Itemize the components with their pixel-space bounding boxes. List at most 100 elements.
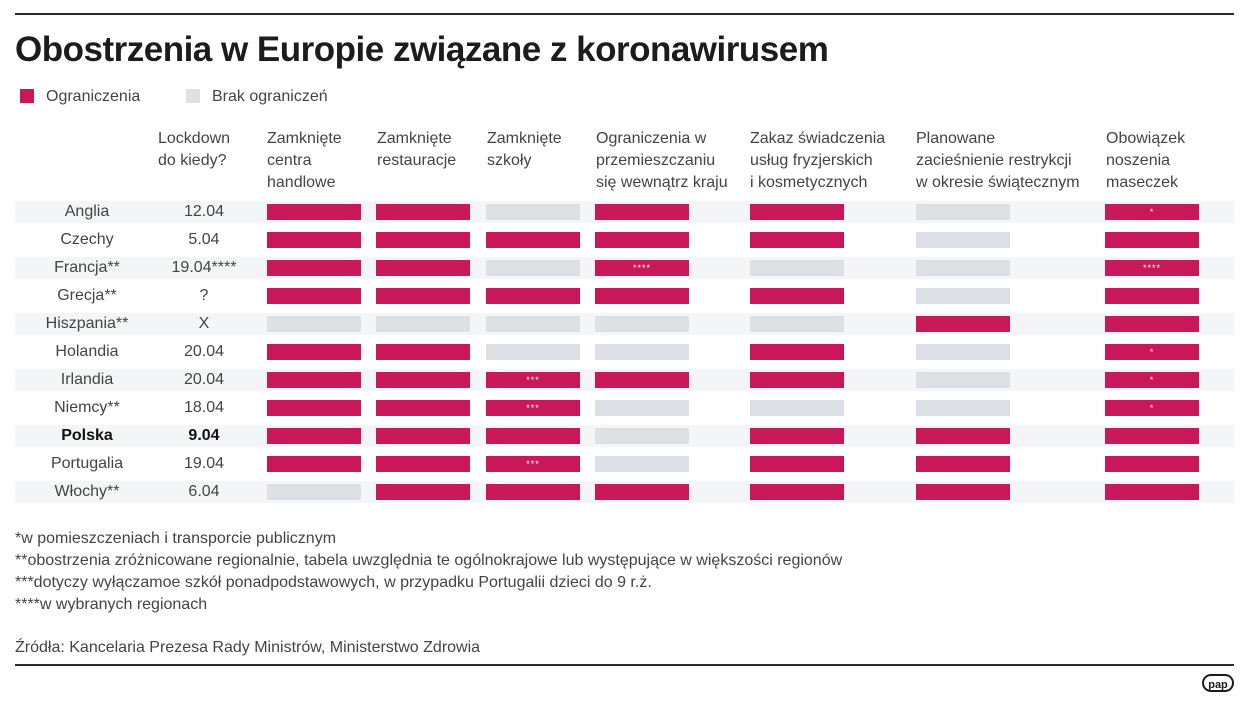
page-title: Obostrzenia w Europie związane z koronaw… xyxy=(15,30,829,69)
cell-restricted xyxy=(1105,288,1199,304)
header-col-2: Zamknięte restauracje xyxy=(377,128,456,172)
country-label: Holandia xyxy=(55,343,119,360)
country-label: Niemcy** xyxy=(54,399,120,416)
cell-footnote-mark: *** xyxy=(526,459,540,469)
country-label: Czechy xyxy=(60,231,114,248)
header-col-6: Planowane zacieśnienie restrykcji w okresi… xyxy=(916,128,1080,194)
cell-unrestricted xyxy=(595,344,689,360)
cell-unrestricted xyxy=(486,260,580,276)
cell-restricted: * xyxy=(1105,344,1199,360)
cell-unrestricted xyxy=(916,372,1010,388)
cell-unrestricted xyxy=(595,428,689,444)
cell-restricted xyxy=(267,372,361,388)
cell-footnote-mark: *** xyxy=(526,375,540,385)
cell-footnote-mark: * xyxy=(1149,207,1155,217)
cell-unrestricted xyxy=(916,400,1010,416)
cell-unrestricted xyxy=(376,316,470,332)
cell-restricted xyxy=(376,428,470,444)
cell-restricted xyxy=(376,288,470,304)
header-col-7-line: noszenia xyxy=(1106,152,1171,169)
footnote-4: ****w wybranych regionach xyxy=(15,596,208,613)
header-col-5-line: i kosmetycznych xyxy=(750,174,868,191)
cell-restricted xyxy=(750,372,844,388)
header-col-7-line: maseczek xyxy=(1106,174,1179,191)
cell-restricted xyxy=(595,372,689,388)
cell-restricted xyxy=(750,484,844,500)
header-col-6-line: w okresie świątecznym xyxy=(916,174,1080,191)
country-label: Portugalia xyxy=(50,455,124,472)
cell-unrestricted xyxy=(486,344,580,360)
lockdown-date: X xyxy=(198,315,210,332)
legend-label-restricted: Ograniczenia xyxy=(46,88,141,105)
cell-restricted xyxy=(267,344,361,360)
country-label: Irlandia xyxy=(60,371,114,388)
source-note: Źródła: Kancelaria Prezesa Rady Ministró… xyxy=(15,639,481,656)
cell-restricted: **** xyxy=(595,260,689,276)
cell-restricted xyxy=(750,232,844,248)
cell-restricted xyxy=(916,428,1010,444)
cell-restricted xyxy=(376,260,470,276)
cell-restricted: * xyxy=(1105,204,1199,220)
cell-unrestricted xyxy=(916,232,1010,248)
cell-unrestricted xyxy=(750,316,844,332)
pap-logo: pap xyxy=(1202,674,1234,692)
cell-restricted xyxy=(916,456,1010,472)
header-col-4-line: się wewnątrz kraju xyxy=(596,174,728,191)
cell-unrestricted xyxy=(486,316,580,332)
header-col-6-line: Planowane xyxy=(916,130,996,147)
lockdown-date: 12.04 xyxy=(183,203,225,220)
cell-restricted xyxy=(750,456,844,472)
legend-item-unrestricted: Brak ograniczeń xyxy=(186,88,328,106)
header-col-4-line: Ograniczenia w xyxy=(596,130,707,147)
header-lockdown-line: Lockdown xyxy=(158,130,231,147)
header-col-5: Zakaz świadczenia usług fryzjerskich i kos… xyxy=(750,128,885,194)
cell-footnote-mark: *** xyxy=(526,403,540,413)
header-col-2-line: Zamknięte xyxy=(377,130,452,147)
header-col-5-line: Zakaz świadczenia xyxy=(750,130,886,147)
cell-restricted xyxy=(376,344,470,360)
cell-restricted: *** xyxy=(486,456,580,472)
header-col-7-line: Obowiązek xyxy=(1106,130,1186,147)
legend-swatch-unrestricted xyxy=(186,89,200,103)
cell-restricted: **** xyxy=(1105,260,1199,276)
lockdown-date: 9.04 xyxy=(188,427,220,444)
cell-unrestricted xyxy=(267,484,361,500)
cell-restricted xyxy=(267,288,361,304)
footnote-2: **obostrzenia zróżnicowane regionalnie, … xyxy=(15,552,843,569)
cell-restricted xyxy=(916,484,1010,500)
cell-restricted xyxy=(486,232,580,248)
cell-restricted xyxy=(595,288,689,304)
cell-restricted xyxy=(267,456,361,472)
header-lockdown-line: do kiedy? xyxy=(158,152,227,169)
header-col-1-line: centra xyxy=(267,152,312,169)
cell-unrestricted xyxy=(267,316,361,332)
footnote-1: *w pomieszczeniach i transporcie publicz… xyxy=(15,530,337,547)
cell-restricted xyxy=(267,232,361,248)
cell-restricted: * xyxy=(1105,372,1199,388)
cell-restricted xyxy=(1105,484,1199,500)
lockdown-date: ? xyxy=(199,287,209,304)
cell-unrestricted xyxy=(595,456,689,472)
header-col-1: Zamknięte centra handlowe xyxy=(267,128,342,194)
cell-restricted xyxy=(376,204,470,220)
cell-restricted xyxy=(267,400,361,416)
cell-unrestricted xyxy=(916,288,1010,304)
header-col-5-line: usług fryzjerskich xyxy=(750,152,873,169)
cell-restricted xyxy=(595,204,689,220)
lockdown-date: 6.04 xyxy=(188,483,220,500)
header-col-3: Zamknięte szkoły xyxy=(487,128,562,172)
header-col-3-line: szkoły xyxy=(487,152,532,169)
cell-restricted xyxy=(486,288,580,304)
cell-restricted xyxy=(267,204,361,220)
lockdown-date: 20.04 xyxy=(183,343,225,360)
bottom-rule xyxy=(15,664,1234,666)
top-rule xyxy=(15,13,1234,15)
cell-restricted xyxy=(376,456,470,472)
cell-restricted xyxy=(267,260,361,276)
cell-restricted xyxy=(1105,232,1199,248)
header-lockdown: Lockdown do kiedy? xyxy=(158,128,230,172)
lockdown-date: 18.04 xyxy=(183,399,225,416)
cell-restricted xyxy=(750,428,844,444)
cell-restricted: *** xyxy=(486,372,580,388)
header-col-3-line: Zamknięte xyxy=(487,130,562,147)
